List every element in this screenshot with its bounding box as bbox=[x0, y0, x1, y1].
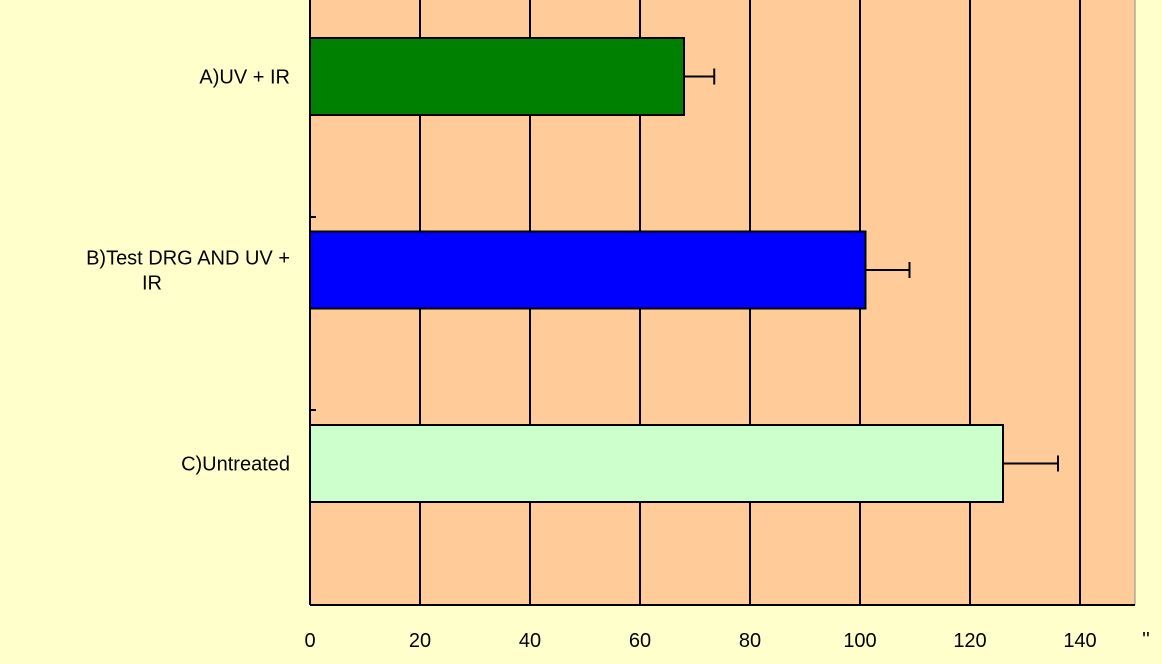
category-label: B)Test DRG AND UV + bbox=[86, 248, 290, 270]
x-tick-label: 0 bbox=[304, 630, 315, 652]
x-tick-labels: 0 20 40 60 80 100 120 140 bbox=[304, 630, 1096, 652]
category-label: A)UV + IR bbox=[199, 67, 290, 89]
x-tick-label: 140 bbox=[1063, 630, 1096, 652]
x-tick-label: 80 bbox=[739, 630, 761, 652]
category-label: C)Untreated bbox=[181, 454, 290, 476]
bar bbox=[309, 37, 685, 116]
bar bbox=[309, 230, 867, 310]
x-tick-label: 120 bbox=[953, 630, 986, 652]
error-bar-group bbox=[684, 68, 1059, 472]
x-tick-label: 100 bbox=[843, 630, 876, 652]
x-tick-label: 60 bbox=[629, 630, 651, 652]
category-label: IR bbox=[142, 273, 162, 295]
x-tick-label: 40 bbox=[519, 630, 541, 652]
category-labels: A)UV + IR B)Test DRG AND UV + IR C)Untreate… bbox=[86, 67, 290, 476]
axes bbox=[309, 0, 1135, 606]
bar bbox=[309, 424, 1004, 503]
axis-end-label: '' bbox=[1142, 629, 1150, 651]
x-tick-label: 20 bbox=[409, 630, 431, 652]
